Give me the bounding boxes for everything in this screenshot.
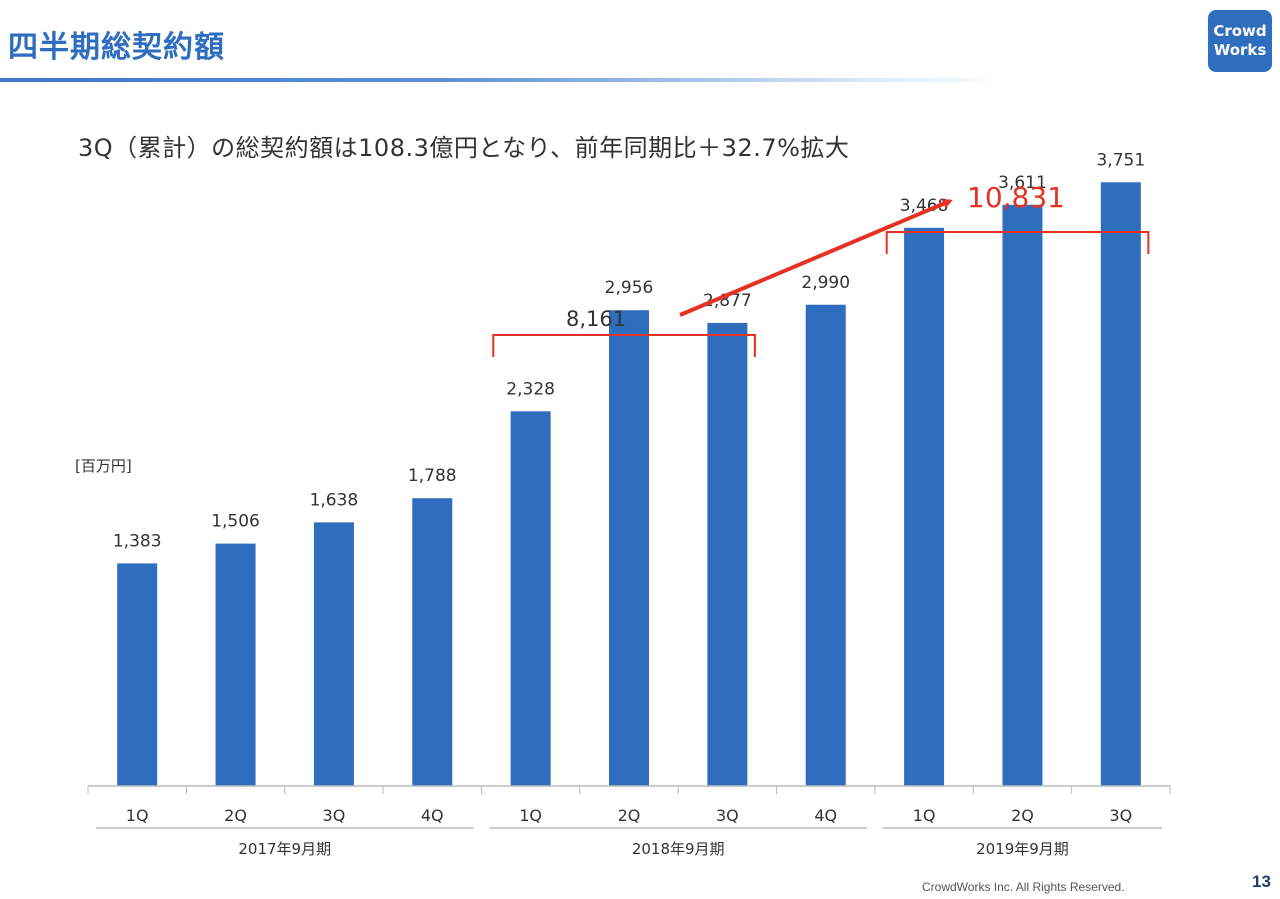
bar-value-label: 2,328	[506, 379, 555, 399]
title-underline	[0, 78, 1010, 82]
group-label: 2018年9月期	[632, 840, 725, 858]
x-tick-label: 1Q	[519, 806, 542, 825]
bar-value-label: 3,468	[900, 196, 949, 216]
x-tick-label: 3Q	[323, 806, 346, 825]
bar	[1002, 204, 1043, 786]
headline: 3Q（累計）の総契約額は108.3億円となり、前年同期比＋32.7%拡大	[78, 134, 850, 162]
x-tick-label: 1Q	[126, 806, 149, 825]
copyright: CrowdWorks Inc. All Rights Reserved.	[922, 880, 1125, 894]
growth-arrow	[679, 199, 953, 317]
bracket-2019-cumulative	[885, 231, 1150, 254]
page-number: 13	[1252, 872, 1271, 891]
x-tick-label: 2Q	[618, 806, 641, 825]
x-tick-label: 2Q	[224, 806, 247, 825]
bar	[805, 304, 846, 786]
cumulative-total-2019: 10,831	[967, 181, 1065, 214]
bar	[609, 310, 649, 786]
bar-value-label: 1,638	[310, 490, 359, 510]
bar-value-label: 2,956	[605, 278, 654, 298]
bar-value-label: 2,877	[703, 291, 752, 311]
bar-value-label: 3,611	[998, 173, 1047, 193]
logo-line-1: Crowd	[1213, 22, 1267, 40]
bar	[215, 543, 256, 786]
page-title: 四半期総契約額	[8, 30, 225, 65]
bar	[707, 322, 748, 786]
bar-value-label: 1,383	[113, 531, 162, 551]
bar	[313, 522, 354, 786]
group-label: 2019年9月期	[976, 840, 1069, 858]
x-tick-label: 3Q	[716, 806, 739, 825]
x-tick-label: 2Q	[1011, 806, 1034, 825]
bar-value-label: 3,751	[1096, 150, 1145, 170]
bar-value-label: 1,506	[211, 512, 260, 532]
x-tick-label: 4Q	[814, 806, 837, 825]
group-label: 2017年9月期	[238, 840, 331, 858]
unit-label: [百万円]	[75, 457, 132, 475]
bar	[117, 563, 158, 786]
cumulative-total-2018: 8,161	[566, 307, 626, 331]
x-tick-label: 3Q	[1109, 806, 1132, 825]
bar-value-label: 1,788	[408, 466, 457, 486]
bar	[904, 227, 945, 786]
bar-value-label: 2,990	[801, 273, 850, 293]
crowdworks-logo: Crowd Works	[1208, 10, 1272, 72]
bar	[412, 498, 453, 786]
bar	[510, 411, 551, 786]
logo-line-2: Works	[1213, 41, 1267, 59]
bar	[1100, 182, 1141, 786]
x-tick-label: 1Q	[913, 806, 936, 825]
x-tick-label: 4Q	[421, 806, 444, 825]
bracket-2018-cumulative	[492, 334, 756, 357]
